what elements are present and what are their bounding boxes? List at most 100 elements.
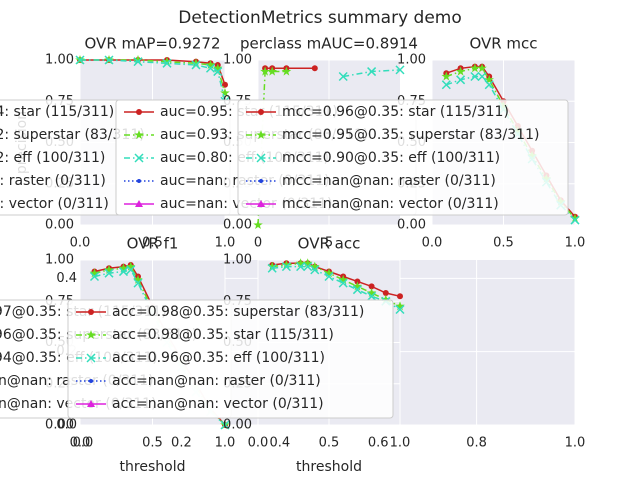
x-tick-label: 1.0 <box>565 436 586 451</box>
marker <box>570 213 580 223</box>
x-axis-label: threshold <box>120 459 186 475</box>
y-tick-label: 1.00 <box>397 53 426 68</box>
marker <box>213 63 223 73</box>
legend-marker <box>134 153 144 163</box>
legend-marker <box>88 309 94 315</box>
y-tick-label: 1.00 <box>223 253 252 268</box>
y-tick-label: 1.00 <box>45 253 74 268</box>
x-tick-label: 0 <box>254 236 262 251</box>
x-tick-label: 0.5 <box>142 236 163 251</box>
legend-marker <box>137 179 141 183</box>
x-tick-label: 0.5 <box>319 436 340 451</box>
marker <box>253 220 263 229</box>
legend-marker <box>86 353 96 363</box>
marker <box>382 290 389 296</box>
marker <box>126 261 136 271</box>
x-tick-label: 0.5 <box>142 436 163 451</box>
marker <box>367 291 377 301</box>
marker <box>260 66 270 76</box>
legend-label: mcc=nan@nan: raster (0/311) <box>282 173 496 189</box>
figure-title: DetectionMetrics summary demo <box>178 8 462 28</box>
x-tick-label: 0.5 <box>493 236 514 251</box>
legend-marker <box>256 130 266 139</box>
marker <box>395 301 405 311</box>
legend-label: acc=nan@nan: raster (0/311) <box>112 373 321 389</box>
y-tick-label: 1.00 <box>223 53 252 68</box>
legend-label: mcc=0.96@0.35: star (115/311) <box>282 104 509 120</box>
axes-title: OVR mAP=0.9272 <box>85 35 221 53</box>
legend-label: acc=0.98@0.35: star (115/311) <box>112 327 334 343</box>
legend-marker <box>136 109 142 115</box>
y-tick-label: 0.00 <box>45 218 74 233</box>
marker <box>366 288 377 297</box>
legend-marker <box>257 200 265 207</box>
x-tick-label: 1.0 <box>565 236 586 251</box>
x-tick-label: 1.0 <box>215 236 236 251</box>
marker <box>133 274 143 284</box>
marker <box>267 263 277 273</box>
marker <box>302 258 313 268</box>
legend-marker <box>259 179 263 183</box>
legend-marker <box>89 379 93 383</box>
marker <box>484 80 494 90</box>
legend-label: ap=0.94: star (115/311) <box>0 104 114 120</box>
marker <box>133 57 143 67</box>
x-tick-label: 0.0 <box>70 436 91 451</box>
y-tick-label: 0.00 <box>397 218 426 233</box>
legend-label: mcc=nan@nan: vector (0/311) <box>282 196 499 212</box>
x-axis-label: threshold <box>296 459 362 475</box>
x-tick-label: 5 <box>325 236 333 251</box>
marker <box>191 58 201 68</box>
marker <box>338 71 348 82</box>
legend-label: mcc=0.95@0.35: superstar (83/311) <box>282 127 539 143</box>
marker <box>352 285 362 295</box>
marker <box>395 65 405 75</box>
x-tick-label: 0.0 <box>248 436 269 451</box>
marker <box>368 283 375 290</box>
marker <box>324 271 334 282</box>
x-tick-label: 1.0 <box>390 436 411 451</box>
axes-title: perclass mAUC=0.8914 <box>240 35 418 53</box>
marker <box>104 264 114 274</box>
x-tick-label: 0.0 <box>422 236 443 251</box>
marker <box>570 215 580 225</box>
x-tick-label: 1.0 <box>215 436 236 451</box>
marker <box>381 294 391 304</box>
marker <box>456 75 466 85</box>
legend-box <box>67 299 394 419</box>
axes-title: OVR mcc <box>469 35 537 53</box>
marker <box>191 60 201 70</box>
legend-label: ap=0.92: superstar (83/311) <box>0 127 145 143</box>
marker <box>303 262 313 272</box>
y-tick-label: 0.00 <box>223 418 252 433</box>
marker <box>455 66 466 76</box>
x-tick-label: 0.4 <box>269 436 290 451</box>
x-tick-label: 0.0 <box>73 436 94 451</box>
x-tick-label: 0.6 <box>368 436 389 451</box>
x-tick-label: 0.0 <box>70 236 91 251</box>
marker <box>89 271 100 282</box>
marker <box>441 80 451 90</box>
marker <box>281 66 292 76</box>
marker <box>310 265 320 275</box>
marker <box>352 281 363 291</box>
marker <box>470 71 480 82</box>
marker <box>338 278 348 288</box>
y-tick-label: 0.00 <box>45 418 74 433</box>
marker <box>281 262 291 272</box>
marker <box>220 88 230 97</box>
marker <box>104 55 114 65</box>
y-tick-label: 0.4 <box>56 271 77 286</box>
marker <box>213 67 223 77</box>
legend-label: ap=0.92: eff (100/311) <box>0 150 105 166</box>
marker <box>104 268 114 278</box>
x-tick-label: 0.2 <box>171 436 192 451</box>
marker <box>338 274 348 284</box>
marker <box>133 55 143 64</box>
marker <box>133 278 143 288</box>
marker <box>477 71 487 82</box>
legend-label: acc=nan@nan: vector (0/311) <box>112 396 324 412</box>
marker <box>205 60 216 69</box>
legend-marker <box>135 200 143 207</box>
legend-label: acc=0.98@0.35: superstar (83/311) <box>112 304 364 320</box>
